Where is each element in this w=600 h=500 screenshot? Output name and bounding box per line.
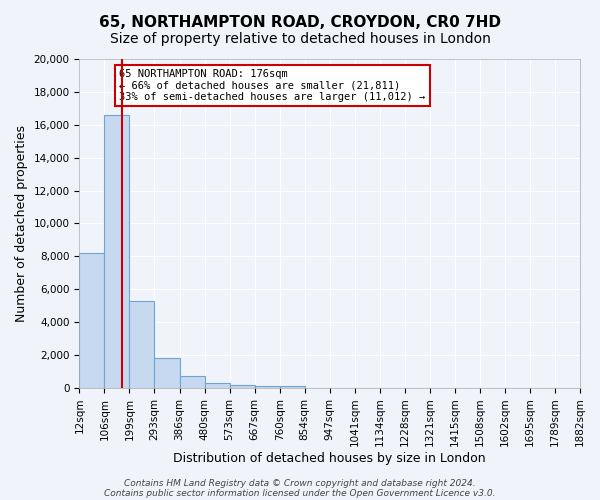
Text: Contains public sector information licensed under the Open Government Licence v3: Contains public sector information licen… xyxy=(104,488,496,498)
Bar xyxy=(205,383,230,388)
Text: 65, NORTHAMPTON ROAD, CROYDON, CR0 7HD: 65, NORTHAMPTON ROAD, CROYDON, CR0 7HD xyxy=(99,15,501,30)
Bar xyxy=(280,386,305,388)
X-axis label: Distribution of detached houses by size in London: Distribution of detached houses by size … xyxy=(173,452,486,465)
Bar xyxy=(104,115,130,388)
Text: 65 NORTHAMPTON ROAD: 176sqm
← 66% of detached houses are smaller (21,811)
33% of: 65 NORTHAMPTON ROAD: 176sqm ← 66% of det… xyxy=(119,69,426,102)
Bar xyxy=(79,253,104,388)
Text: Contains HM Land Registry data © Crown copyright and database right 2024.: Contains HM Land Registry data © Crown c… xyxy=(124,478,476,488)
Text: Size of property relative to detached houses in London: Size of property relative to detached ho… xyxy=(110,32,490,46)
Bar xyxy=(179,376,205,388)
Y-axis label: Number of detached properties: Number of detached properties xyxy=(15,125,28,322)
Bar xyxy=(130,301,154,388)
Bar xyxy=(154,358,179,388)
Bar xyxy=(230,384,254,388)
Bar xyxy=(254,386,280,388)
